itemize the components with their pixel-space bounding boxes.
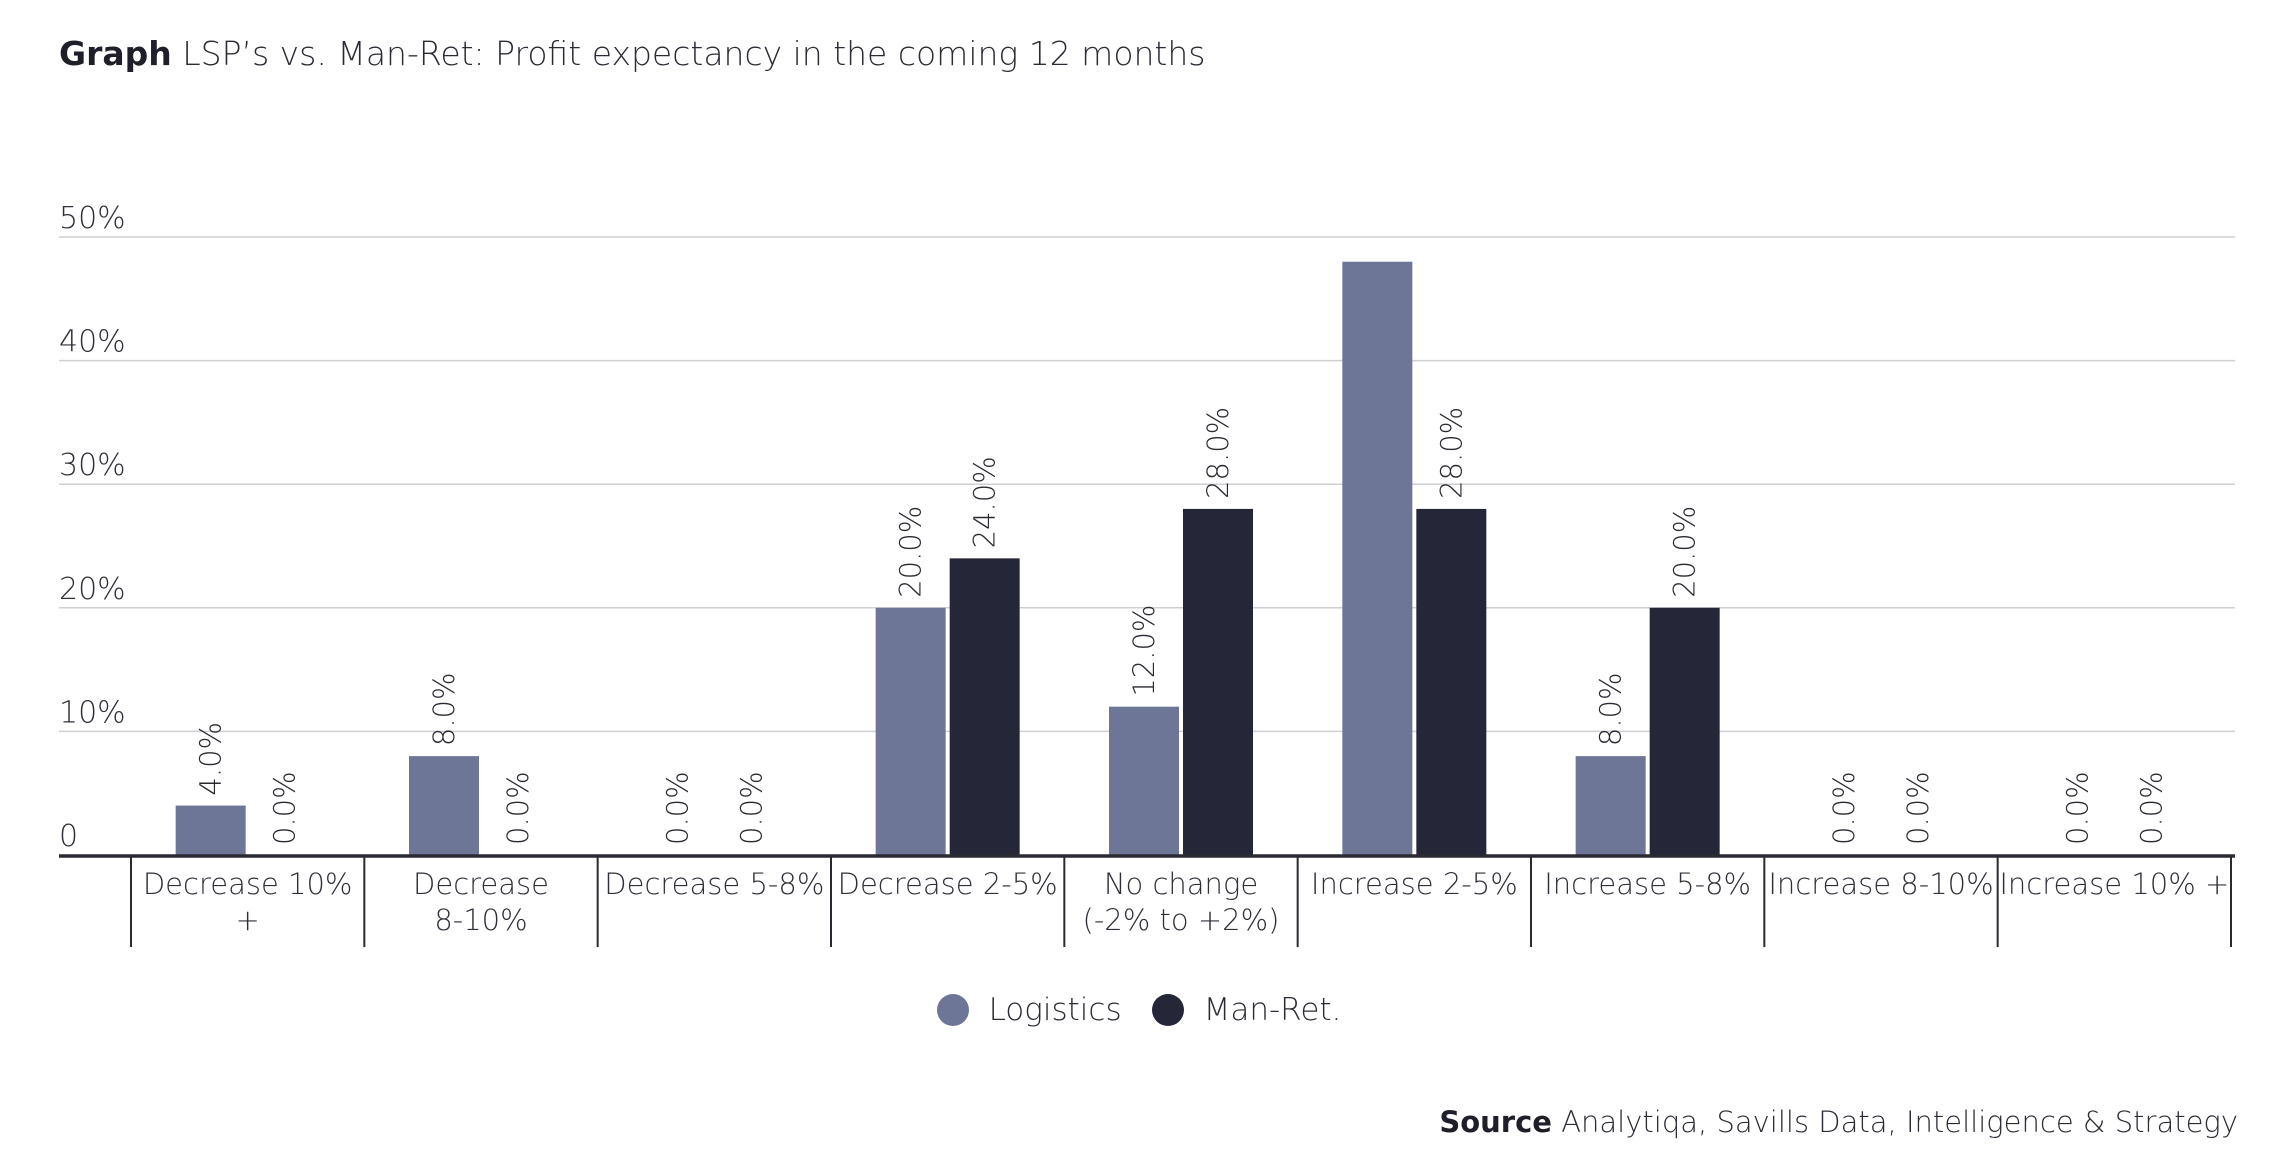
legend-label-manret: Man-Ret. (1203, 992, 1342, 1028)
x-tick-label: Decrease (413, 867, 549, 901)
legend-item-logistics[interactable]: Logistics (936, 992, 1122, 1028)
y-tick-label: 50% (59, 201, 126, 236)
x-tick-label: Increase 8-10% (1768, 867, 1993, 901)
title-prefix: Graph (59, 34, 172, 73)
data-label: 24.0% (968, 456, 1002, 548)
bar-logistics (1109, 706, 1179, 855)
data-label: 20.0% (894, 506, 928, 598)
y-tick-label: 40% (59, 325, 126, 360)
chart-title: Graph LSP’s vs. Man-Ret: Profit expectan… (59, 32, 1205, 76)
bar-logistics (875, 607, 946, 855)
source-text: Analytiqa, Savills Data, Intelligence & … (1561, 1105, 2238, 1139)
x-tick-label: Increase 2-5% (1311, 867, 1518, 901)
data-label: 28.0% (1434, 407, 1468, 499)
bar-logistics (175, 805, 246, 855)
data-label: 0.0% (734, 771, 768, 845)
x-tick-label: Decrease 2-5% (838, 867, 1058, 901)
data-label: 0.0% (660, 771, 694, 845)
x-tick-label: Increase 10% + (1999, 867, 2229, 901)
bar-manret (1183, 508, 1253, 855)
x-tick-label: Decrease 10% (143, 867, 353, 901)
bar-manret (1649, 607, 1720, 855)
x-tick-label: Decrease 5-8% (604, 867, 824, 901)
bar-manret (1416, 508, 1487, 855)
bar-manret (949, 558, 1020, 855)
bar-chart: 0 10% 20% 30% 40% 50% 4.0% 0.0% 8.0% 0.0% 0.0% 0.0%… (59, 201, 2235, 947)
x-tick-label: (-2% to +2%) (1083, 903, 1280, 937)
data-label: 8.0% (427, 672, 461, 746)
source-note: Source Analytiqa, Savills Data, Intellig… (1439, 1102, 2238, 1142)
bar-logistics (409, 756, 479, 855)
data-label: 0.0% (1901, 771, 1935, 845)
source-prefix: Source (1439, 1105, 1552, 1139)
x-tick-label: No change (1104, 867, 1258, 901)
data-label: 0.0% (1827, 771, 1861, 845)
x-tick-label: + (236, 903, 260, 937)
y-tick-label: 20% (59, 572, 126, 607)
data-label: 4.0% (194, 722, 228, 796)
x-tick-label: 8-10% (434, 903, 527, 937)
y-tick-label: 30% (59, 448, 126, 483)
legend-swatch-manret (1151, 994, 1184, 1026)
data-label: 12.0% (1127, 605, 1161, 697)
legend-label-logistics: Logistics (988, 992, 1122, 1028)
y-tick-label: 0 (59, 819, 78, 854)
data-label: 20.0% (1668, 506, 1702, 598)
legend-item-manret[interactable]: Man-Ret. (1151, 992, 1342, 1028)
data-label: 8.0% (1594, 672, 1628, 746)
y-tick-label: 10% (59, 695, 126, 730)
title-text: LSP’s vs. Man-Ret: Profit expectancy in … (182, 34, 1206, 73)
data-label: 28.0% (1201, 407, 1235, 499)
data-label: 0.0% (501, 771, 535, 845)
bar-logistics (1342, 261, 1413, 856)
legend-swatch-logistics (936, 994, 969, 1026)
legend: Logistics Man-Ret. (0, 992, 2278, 1028)
data-label: 0.0% (2134, 771, 2168, 845)
data-label: 0.0% (2060, 771, 2094, 845)
x-tick-label: Increase 5-8% (1544, 867, 1751, 901)
bar-logistics (1575, 756, 1646, 855)
data-label: 0.0% (268, 771, 302, 845)
